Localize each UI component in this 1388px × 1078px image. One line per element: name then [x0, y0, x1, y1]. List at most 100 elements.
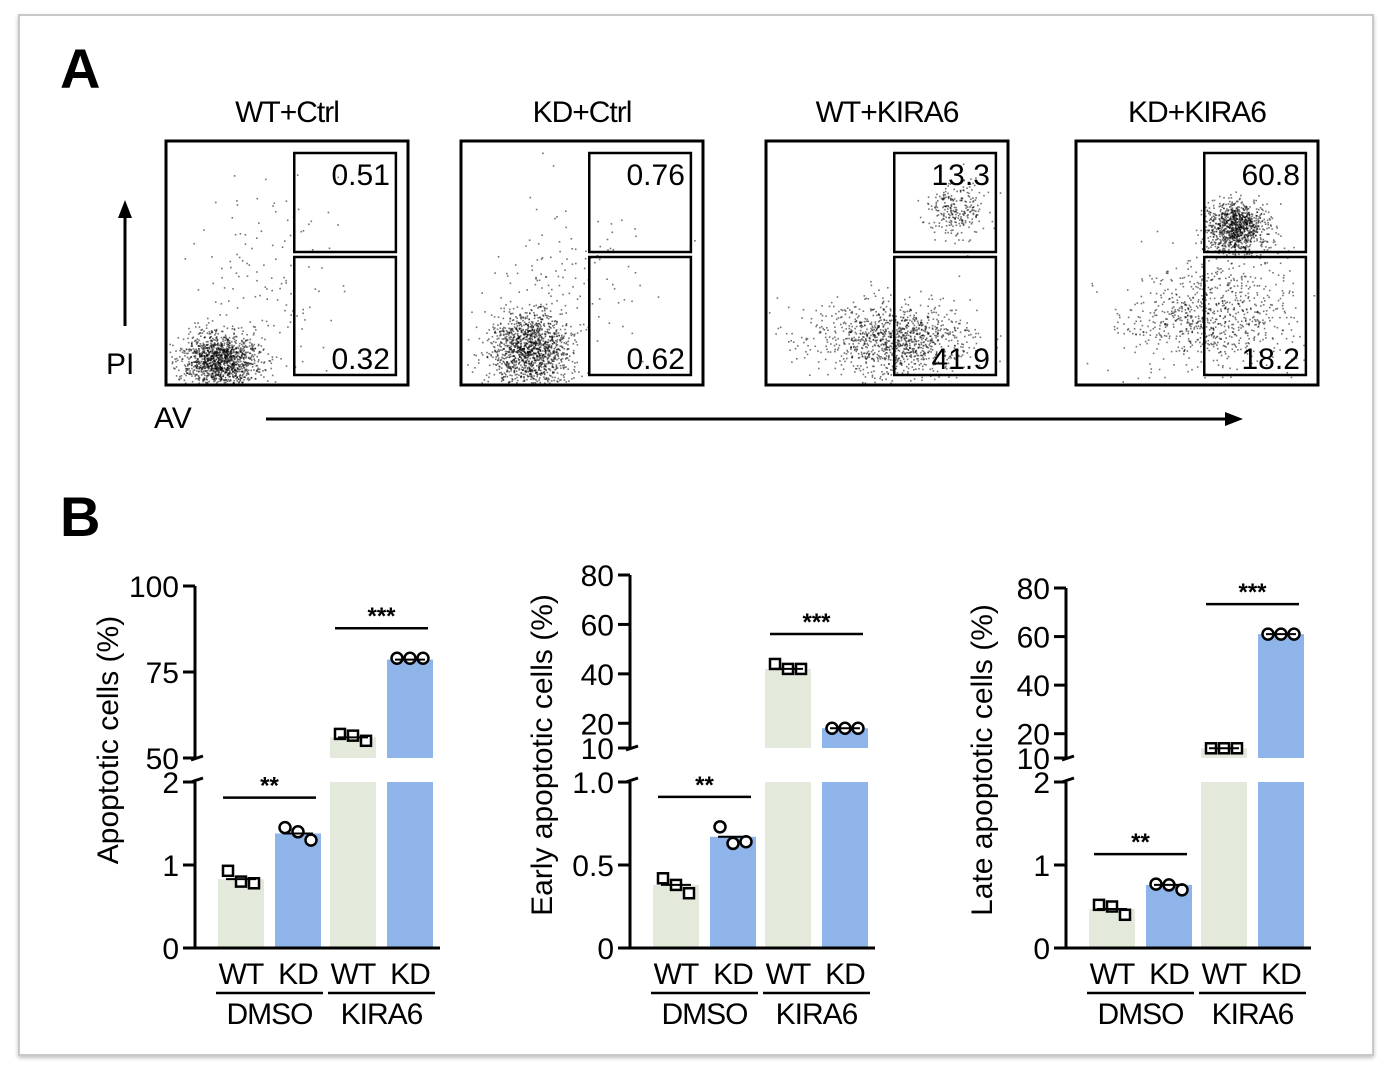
flow-dot	[537, 342, 540, 344]
flow-dot	[1215, 214, 1218, 217]
flow-dot	[568, 355, 571, 357]
flow-dot	[214, 355, 216, 358]
flow-dot	[488, 338, 490, 340]
flow-dot	[890, 342, 893, 345]
flow-dot	[975, 332, 977, 335]
flow-dot	[889, 313, 891, 315]
flow-dot	[524, 370, 526, 373]
flow-dot	[863, 320, 866, 323]
flow-dot	[180, 375, 183, 377]
flow-dot	[514, 264, 517, 266]
flow-dot	[1212, 239, 1214, 241]
flow-dot	[579, 295, 581, 298]
flow-dot	[570, 332, 572, 335]
flow-dot	[206, 361, 208, 363]
flow-dot	[940, 324, 943, 327]
flow-dot	[538, 306, 540, 308]
flow-dot	[512, 350, 515, 353]
flow-dot	[898, 330, 900, 333]
flow-dot	[537, 330, 539, 333]
flow-dot	[199, 352, 202, 355]
flow-dot	[959, 217, 962, 220]
flow-dot	[211, 343, 213, 346]
flow-dot	[890, 334, 893, 337]
flow-dot	[530, 340, 532, 343]
flow-dot	[1274, 240, 1276, 243]
flow-dot	[868, 356, 871, 358]
flow-dot	[978, 208, 981, 211]
flow-dot	[824, 358, 827, 361]
flow-dot	[540, 359, 543, 361]
flow-dot	[506, 375, 509, 378]
flow-dot	[251, 363, 253, 365]
flow-dot	[527, 348, 529, 350]
flow-dot	[870, 327, 872, 330]
flow-dot	[882, 333, 884, 336]
flow-dot	[1253, 240, 1256, 243]
flow-dot	[203, 229, 205, 231]
flow-dot	[205, 381, 207, 384]
flow-dot	[879, 329, 882, 331]
flow-dot	[234, 335, 237, 338]
flow-dot	[895, 315, 898, 318]
flow-dot	[869, 323, 871, 325]
flow-dot	[899, 309, 902, 311]
flow-dot	[864, 338, 867, 340]
flow-dot	[938, 376, 940, 378]
flow-dot	[896, 324, 898, 327]
flow-dot	[217, 354, 219, 356]
flow-dot	[501, 342, 503, 344]
flow-dot	[520, 343, 522, 345]
flow-dot	[1245, 244, 1248, 247]
flow-dot	[931, 324, 934, 327]
flow-dot	[230, 355, 233, 358]
flow-dot	[562, 351, 564, 354]
flow-dot	[214, 372, 217, 374]
flow-dot	[950, 195, 953, 197]
flow-dot	[906, 343, 908, 346]
flow-dot	[1228, 219, 1230, 221]
flow-dot	[531, 353, 533, 356]
flow-dot	[203, 379, 205, 382]
flow-dot	[935, 328, 937, 331]
flow-dot	[573, 366, 576, 368]
flow-dot	[563, 364, 565, 366]
flow-dot	[486, 351, 488, 354]
flow-dot	[923, 350, 925, 353]
flow-dot	[505, 352, 508, 355]
flow-dot	[197, 360, 199, 363]
flow-dot	[899, 322, 901, 325]
flow-dot	[1237, 241, 1240, 244]
flow-dot	[899, 332, 902, 334]
flow-dot	[961, 222, 963, 224]
flow-dot	[870, 323, 873, 326]
flow-dot	[938, 305, 941, 307]
flow-dot	[544, 347, 547, 349]
flow-dot	[233, 329, 236, 331]
flow-dot	[190, 361, 193, 364]
flow-dot	[538, 379, 540, 381]
flow-dot	[934, 239, 936, 241]
flow-dot	[232, 382, 235, 384]
flow-dot	[505, 357, 507, 359]
flow-dot	[526, 366, 529, 369]
flow-dot	[1223, 247, 1226, 250]
flow-dot	[1249, 225, 1251, 227]
flow-dot	[525, 365, 527, 367]
flow-dot	[539, 350, 542, 352]
flow-dot	[897, 336, 899, 338]
flow-dot	[547, 357, 550, 359]
flow-dot	[219, 358, 222, 361]
flow-dot	[526, 374, 529, 377]
flow-dot	[538, 343, 541, 345]
flow-dot	[977, 210, 980, 213]
flow-dot	[522, 353, 524, 356]
flow-dot	[206, 363, 209, 365]
flow-dot	[901, 345, 903, 347]
flow-dot	[880, 319, 882, 321]
flow-dot	[185, 368, 187, 370]
flow-dot	[1248, 219, 1251, 221]
flow-dot	[848, 332, 850, 334]
flow-dot	[1233, 230, 1236, 233]
flow-dot	[499, 327, 502, 329]
